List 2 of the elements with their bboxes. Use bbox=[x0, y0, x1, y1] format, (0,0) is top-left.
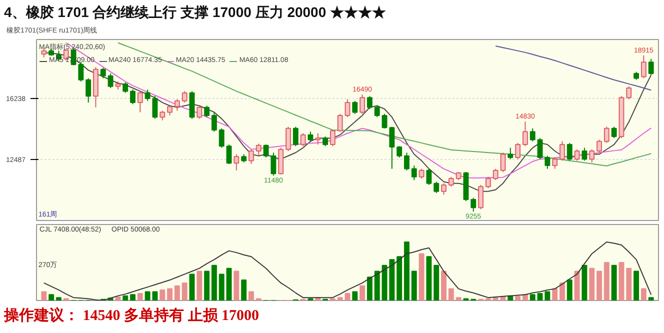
text: 操作建议： 14540 多单持有 止损 17000 bbox=[4, 306, 259, 326]
chart-title: 4、橡胶 1701 合约继续上行 支撑 17000 压力 20000 ★★★★ bbox=[4, 3, 386, 22]
